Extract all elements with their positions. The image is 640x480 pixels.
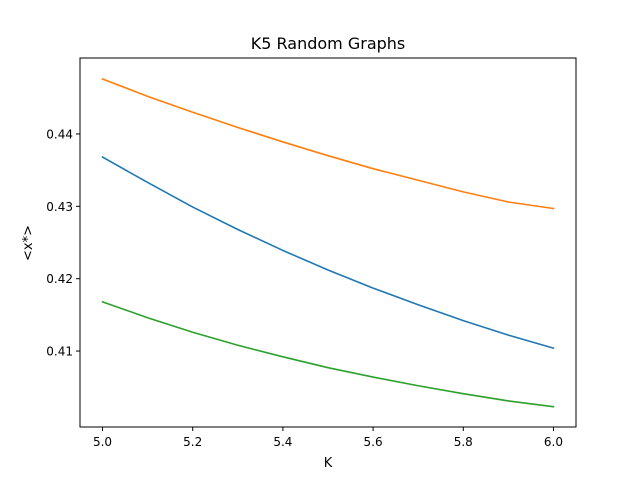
- plot-lines: [101, 77, 555, 408]
- chart-title: K5 Random Graphs: [251, 34, 406, 53]
- x-axis-label: K: [324, 456, 333, 471]
- x-tick-label: 5.2: [183, 435, 202, 449]
- x-tick-label: 5.4: [273, 435, 292, 449]
- y-tick-label: 0.42: [46, 272, 73, 286]
- y-tick-label: 0.44: [46, 127, 73, 141]
- x-tick-label: 5.8: [454, 435, 473, 449]
- series-line-3: [101, 300, 555, 408]
- y-tick-label: 0.43: [46, 200, 73, 214]
- x-tick-label: 5.0: [93, 435, 112, 449]
- x-tick-label: 5.6: [364, 435, 383, 449]
- series-line-1: [101, 156, 555, 350]
- x-tick-label: 6.0: [544, 435, 563, 449]
- y-tick-label: 0.41: [46, 345, 73, 359]
- series-line-2: [101, 77, 555, 210]
- y-axis-label: <x*>: [21, 225, 36, 261]
- y-axis: 0.41 0.42 0.43 0.44: [46, 127, 80, 359]
- plot-frame: [79, 57, 577, 428]
- x-axis: 5.0 5.2 5.4 5.6 5.8 6.0: [93, 427, 563, 449]
